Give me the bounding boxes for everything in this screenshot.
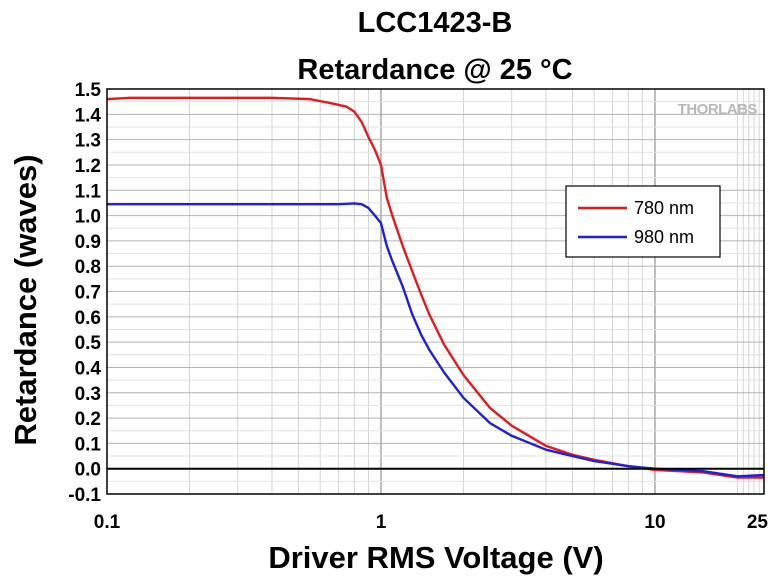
chart-title: LCC1423-B: [358, 7, 513, 39]
legend-box: [565, 185, 721, 258]
y-tick-label: 0.4: [75, 358, 102, 379]
y-tick-label: 0.1: [75, 434, 102, 455]
series-layer: [106, 96, 765, 479]
y-tick-label: -0.1: [68, 485, 101, 506]
axis-layer: [106, 88, 765, 495]
y-axis-title: Retardance (waves): [8, 154, 43, 445]
y-tick-label: 0.5: [75, 333, 102, 354]
y-tick-label: 0.3: [75, 384, 101, 405]
chart-subtitle: Retardance @ 25 °C: [297, 54, 572, 86]
y-tick-label: 1.1: [75, 181, 102, 202]
watermark-logo: THORLABS: [678, 101, 758, 118]
x-tick-label: 1: [376, 512, 387, 533]
y-tick-label: 1.0: [75, 207, 101, 228]
y-tick-label: 0.9: [75, 232, 101, 253]
y-tick-label: 0.0: [75, 460, 101, 481]
x-tick-label: 0.1: [94, 512, 121, 533]
y-tick-label: 1.3: [75, 131, 101, 152]
y-tick-label: 1.2: [75, 156, 101, 177]
legend-label-980nm: 980 nm: [634, 227, 694, 247]
legend-label-780nm: 780 nm: [634, 198, 694, 218]
series-line-980nm: [107, 202, 765, 478]
y-tick-label: 1.4: [75, 105, 102, 126]
x-tick-label: 25: [747, 512, 769, 533]
y-tick-label: 0.6: [75, 308, 101, 329]
tick-label-layer: -0.1 0.0 0.1 0.2 0.3 0.4 0.5 0.6 0.7 0.8 0.9 1.0 1.1…: [68, 80, 768, 533]
y-tick-label: 0.7: [75, 283, 101, 304]
plot-frame: [106, 88, 765, 495]
legend: 780 nm 980 nm: [565, 185, 721, 258]
x-axis-title: Driver RMS Voltage (V): [268, 540, 603, 575]
y-tick-label: 0.8: [75, 257, 101, 278]
y-tick-label: 0.2: [75, 409, 101, 430]
x-tick-label: 10: [644, 512, 665, 533]
y-tick-label: 1.5: [75, 80, 102, 101]
grid-layer: [107, 88, 764, 495]
